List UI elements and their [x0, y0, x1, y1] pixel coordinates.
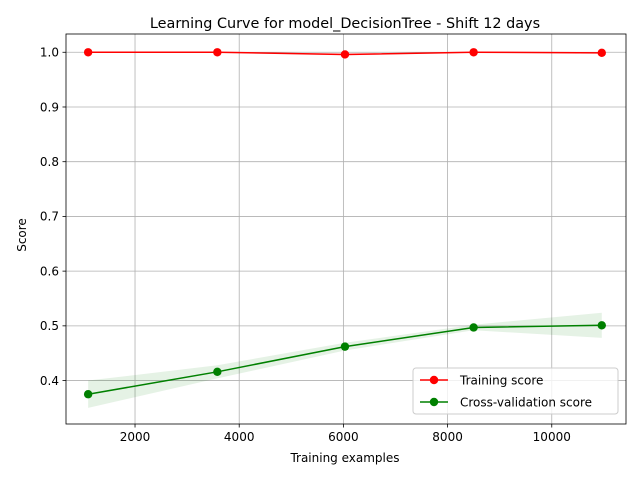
- cross-validation-score-point: [597, 321, 606, 330]
- y-tick-label: 0.8: [40, 155, 59, 169]
- legend: Training score Cross-validation score: [412, 367, 619, 415]
- x-axis-label: Training examples: [289, 451, 399, 465]
- training-score-point: [469, 48, 478, 57]
- cross-validation-score-band: [88, 312, 602, 408]
- legend-box: [412, 367, 619, 415]
- legend-label-training: Training score: [459, 374, 543, 388]
- x-tick-label: 8000: [432, 430, 463, 444]
- grid: [66, 34, 626, 424]
- y-tick-label: 1.0: [40, 46, 59, 60]
- chart-title: Learning Curve for model_DecisionTree - …: [150, 16, 540, 32]
- cross-validation-score-point: [469, 323, 478, 332]
- y-axis-ticks: 0.4 0.5 0.6 0.7 0.8 0.9 1.0: [40, 46, 66, 388]
- x-tick-label: 6000: [328, 430, 359, 444]
- x-tick-label: 10000: [533, 430, 571, 444]
- x-tick-label: 2000: [120, 430, 151, 444]
- legend-marker-training: [429, 375, 439, 385]
- training-score-point: [340, 50, 350, 59]
- y-tick-label: 0.4: [40, 374, 59, 388]
- training-score-point: [83, 48, 93, 57]
- legend-marker-cross-validation: [429, 397, 439, 407]
- cross-validation-score-point: [83, 390, 93, 399]
- legend-label-cross-validation: Cross-validation score: [460, 396, 592, 410]
- y-tick-label: 0.5: [40, 319, 59, 333]
- x-tick-label: 4000: [224, 430, 255, 444]
- y-tick-label: 0.9: [40, 100, 59, 114]
- series-markers: [83, 48, 606, 399]
- y-axis-label: Score: [15, 218, 29, 252]
- axes-frame: [65, 33, 627, 425]
- y-tick-label: 0.6: [40, 264, 59, 278]
- training-score-point: [213, 48, 222, 57]
- training-score-point: [597, 48, 606, 58]
- cross-validation-score-point: [213, 367, 222, 377]
- cross-validation-score-point: [340, 342, 350, 351]
- y-tick-label: 0.7: [40, 210, 59, 224]
- x-axis-ticks: 2000 4000 6000 8000 10000: [120, 424, 571, 444]
